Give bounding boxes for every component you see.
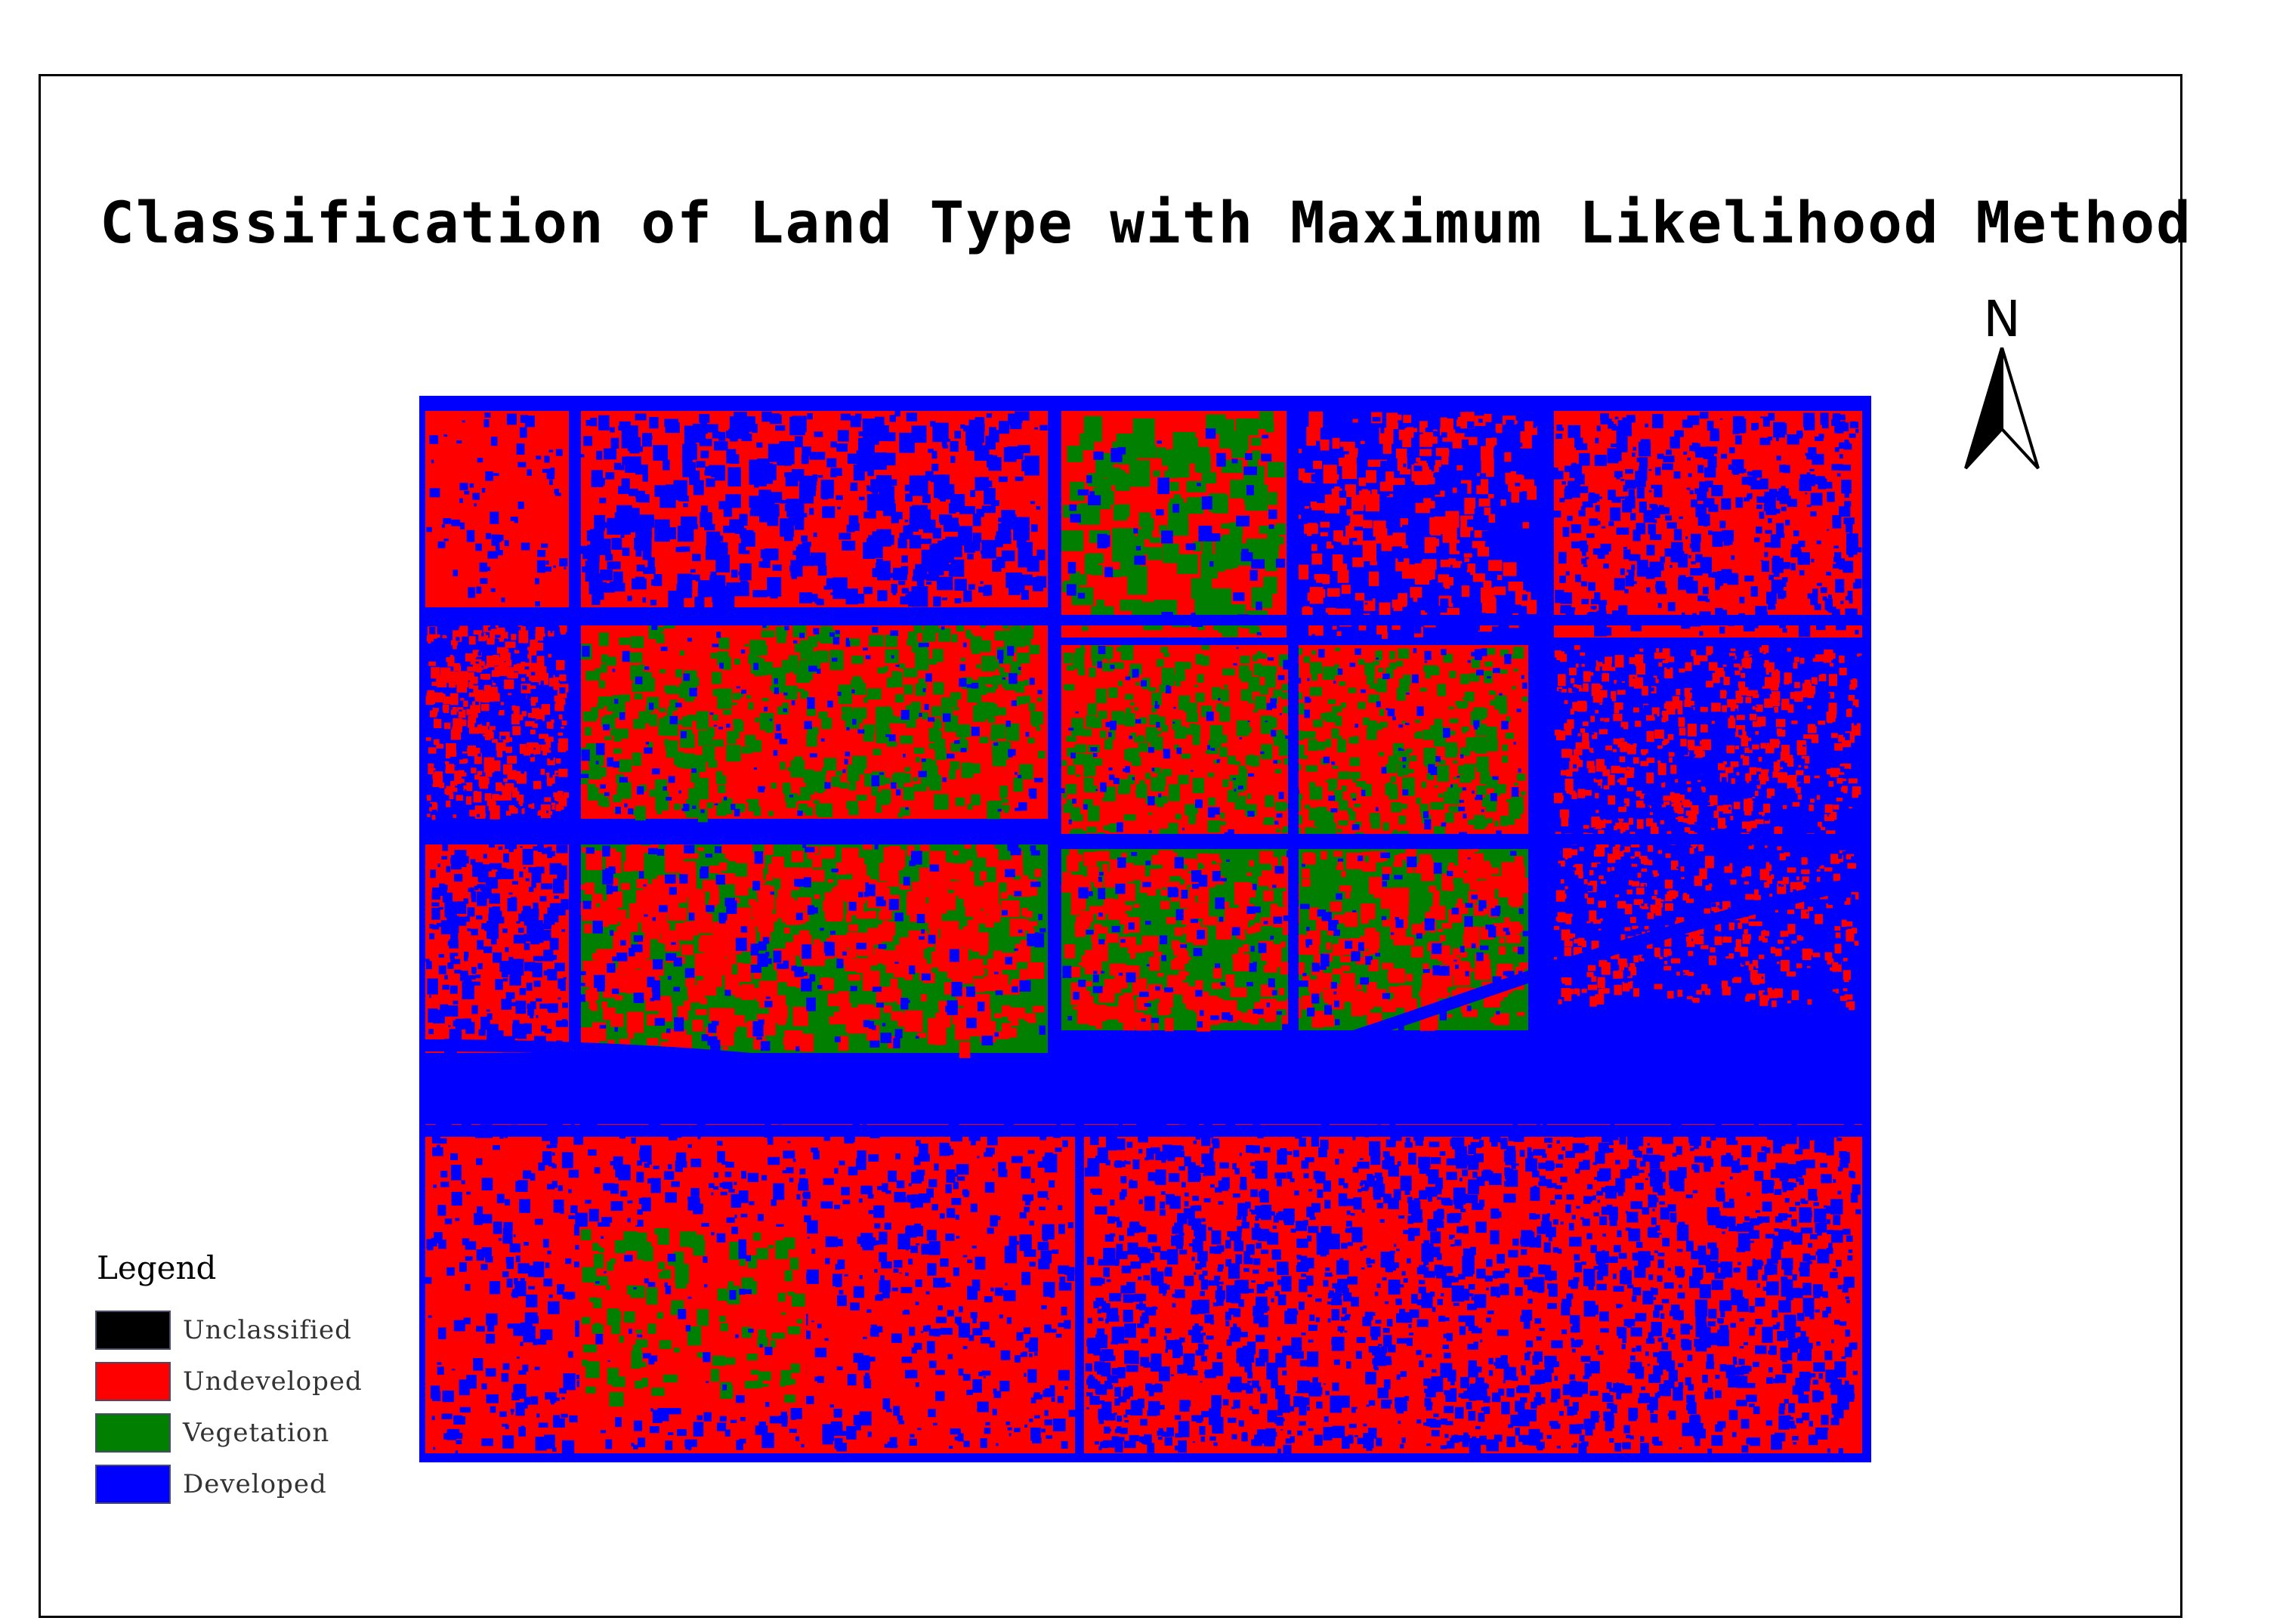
legend-label-undeveloped: Undeveloped	[183, 1366, 363, 1397]
legend-item-developed: Developed	[95, 1459, 412, 1510]
map-title: Classification of Land Type with Maximum…	[100, 189, 2192, 256]
map-frame	[39, 74, 2182, 1618]
legend-item-unclassified: Unclassified	[95, 1304, 412, 1356]
north-arrow-icon	[1964, 347, 2040, 470]
classification-raster	[419, 396, 1871, 1462]
north-label: N	[1983, 290, 2021, 348]
legend-swatch-vegetation	[95, 1413, 171, 1453]
legend-title: Legend	[97, 1249, 217, 1286]
legend-swatch-undeveloped	[95, 1362, 171, 1401]
legend-item-vegetation: Vegetation	[95, 1407, 412, 1459]
legend-label-vegetation: Vegetation	[183, 1418, 330, 1448]
legend-label-developed: Developed	[183, 1469, 327, 1499]
legend-swatch-developed	[95, 1465, 171, 1504]
legend-swatch-unclassified	[95, 1311, 171, 1350]
legend: Legend Unclassified Undeveloped Vegetati…	[95, 1250, 412, 1510]
north-arrow: N	[1957, 295, 2047, 476]
legend-label-unclassified: Unclassified	[183, 1315, 352, 1345]
legend-item-undeveloped: Undeveloped	[95, 1356, 412, 1407]
land-classification-map	[419, 396, 1871, 1462]
